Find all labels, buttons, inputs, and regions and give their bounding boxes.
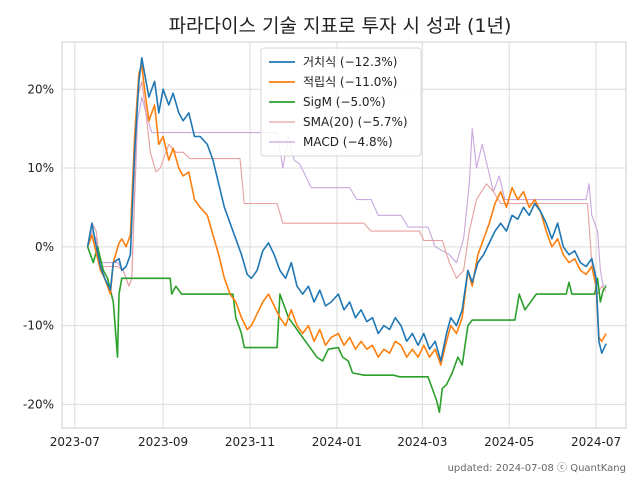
x-tick-label: 2023-09 xyxy=(138,435,188,449)
legend-box xyxy=(260,47,422,157)
series-line-3 xyxy=(87,80,607,295)
legend: 거치식 (−12.3%) 적립식 (−11.0%) SigM (−5.0%) SMA(… xyxy=(260,47,422,157)
legend-entry: SMA(20) (−5.7%) xyxy=(303,115,408,129)
legend-entry: 거치식 (−12.3%) xyxy=(303,55,397,69)
updated-footer: updated: 2024-07-08 ⓒ QuantKang xyxy=(447,463,626,474)
x-tick-label: 2024-01 xyxy=(312,435,362,449)
y-tick-label: -10% xyxy=(23,319,54,333)
y-tick-label: -20% xyxy=(23,397,54,411)
legend-entry: MACD (−4.8%) xyxy=(303,135,393,149)
series-layer xyxy=(86,57,607,413)
x-tick-label: 2024-03 xyxy=(397,435,447,449)
legend-entry: SigM (−5.0%) xyxy=(303,95,386,109)
plot-frame xyxy=(61,41,627,429)
x-tick-label: 2024-05 xyxy=(484,435,534,449)
series-line-1 xyxy=(86,64,607,366)
x-axis-ticks: 2023-07 2023-09 2023-11 2024-01 2024-03 2024-… xyxy=(50,435,621,449)
series-line-2 xyxy=(86,246,607,413)
chart-title: 파라다이스 기술 지표로 투자 시 성과 (1년) xyxy=(169,15,512,37)
x-tick-label: 2023-07 xyxy=(50,435,100,449)
y-axis-ticks: 20% 10% 0% -10% -20% xyxy=(23,82,54,411)
y-tick-label: 0% xyxy=(35,240,54,254)
series-line-0 xyxy=(86,57,607,362)
x-tick-label: 2024-07 xyxy=(571,435,621,449)
y-tick-label: 20% xyxy=(27,82,54,96)
y-tick-label: 10% xyxy=(27,161,54,175)
x-tick-label: 2023-11 xyxy=(225,435,275,449)
grid-lines xyxy=(62,42,626,428)
legend-entry: 적립식 (−11.0%) xyxy=(303,75,397,89)
